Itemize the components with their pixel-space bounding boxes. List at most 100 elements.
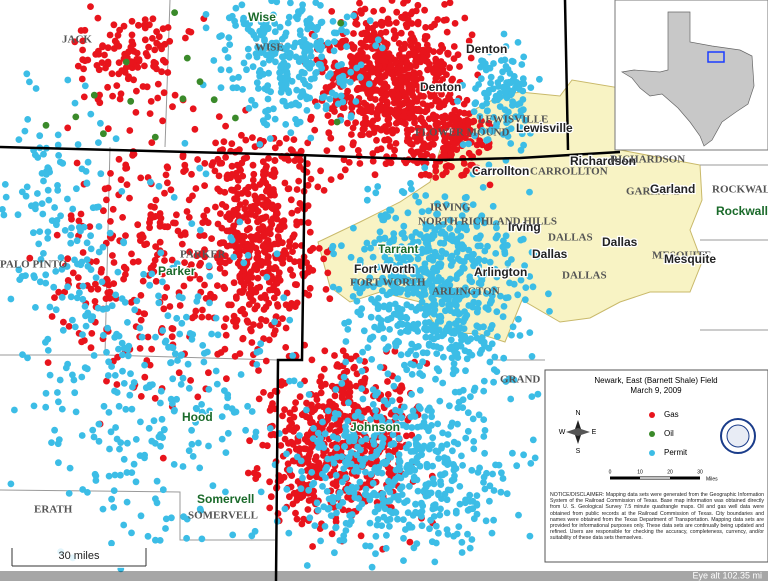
well-dot — [153, 39, 161, 47]
well-dot — [151, 256, 159, 264]
well-dot — [64, 283, 71, 291]
well-dot — [480, 340, 488, 348]
well-dot — [99, 243, 107, 251]
well-dot — [372, 53, 379, 60]
well-dot — [372, 532, 380, 540]
well-dot — [366, 519, 374, 527]
well-dot — [389, 261, 397, 269]
well-dot — [206, 407, 214, 415]
well-dot — [105, 409, 113, 416]
well-dot — [328, 119, 335, 126]
well-dot — [19, 351, 26, 358]
well-dot — [164, 312, 172, 320]
well-dot — [243, 317, 251, 325]
well-dot — [218, 32, 225, 39]
well-dot — [437, 505, 444, 513]
well-dot — [260, 230, 268, 238]
well-dot — [425, 124, 433, 132]
well-dot — [237, 167, 245, 174]
well-dot — [407, 303, 415, 311]
well-dot — [113, 435, 121, 443]
well-dot — [181, 139, 189, 147]
well-dot — [287, 426, 295, 433]
well-dot — [412, 351, 420, 359]
map-label: SOMERVELL — [188, 510, 258, 522]
legend-date: March 9, 2009 — [630, 386, 682, 395]
well-dot — [528, 393, 536, 400]
well-dot — [439, 429, 446, 437]
well-dot — [120, 275, 127, 283]
well-dot — [392, 509, 400, 516]
well-dot — [324, 269, 332, 277]
well-dot — [160, 89, 168, 97]
map-label: Dallas — [532, 247, 568, 261]
well-dot — [261, 171, 269, 179]
well-dot — [307, 52, 315, 60]
well-dot — [137, 174, 145, 182]
well-dot — [248, 206, 255, 214]
well-dot — [444, 431, 452, 438]
well-dot — [0, 211, 8, 219]
well-dot — [517, 112, 525, 119]
well-dot — [236, 272, 244, 280]
well-dot — [202, 24, 210, 32]
well-dot — [254, 471, 262, 479]
well-dot — [376, 280, 383, 288]
well-dot — [380, 73, 387, 81]
well-dot — [367, 244, 374, 252]
well-dot — [351, 363, 358, 371]
well-dot — [305, 391, 313, 398]
well-dot — [185, 384, 193, 392]
well-dot — [260, 389, 267, 396]
well-dot — [302, 445, 310, 453]
well-dot — [432, 162, 439, 170]
well-dot — [265, 336, 273, 344]
well-dot — [104, 58, 112, 66]
well-dot — [362, 485, 370, 493]
well-dot — [391, 280, 399, 287]
well-dot — [113, 330, 120, 338]
well-dot — [461, 315, 468, 323]
well-dot — [197, 507, 205, 514]
well-dot — [404, 0, 411, 4]
well-dot — [192, 307, 200, 315]
well-dot — [311, 405, 319, 413]
well-dot — [289, 248, 296, 256]
well-dot — [439, 379, 447, 387]
well-dot — [266, 135, 274, 143]
well-dot — [257, 488, 265, 496]
well-dot — [500, 237, 507, 245]
well-dot — [117, 176, 125, 184]
well-dot — [392, 19, 400, 26]
well-dot — [170, 194, 178, 201]
well-dot — [441, 137, 448, 145]
well-dot — [431, 558, 439, 566]
well-dot — [206, 272, 214, 280]
well-dot — [57, 212, 64, 220]
well-dot — [455, 222, 463, 230]
well-dot — [2, 193, 10, 201]
well-dot — [418, 522, 426, 530]
well-dot — [470, 438, 478, 445]
well-dot — [395, 99, 403, 107]
well-dot — [120, 239, 128, 247]
well-dot — [249, 236, 256, 244]
well-dot — [167, 395, 175, 403]
well-dot — [256, 48, 263, 56]
well-dot — [390, 230, 398, 238]
well-dot — [16, 276, 24, 283]
well-dot — [490, 366, 498, 373]
well-dot — [404, 286, 411, 293]
well-dot — [257, 340, 265, 348]
legend-box — [544, 369, 768, 563]
well-dot — [53, 221, 60, 229]
well-dot — [69, 316, 76, 324]
well-dot — [422, 24, 429, 31]
well-dot — [308, 481, 316, 489]
well-dot — [89, 313, 97, 321]
well-dot — [34, 190, 41, 197]
well-dot — [62, 364, 70, 372]
well-dot — [258, 258, 266, 265]
well-dot — [517, 124, 524, 132]
well-dot — [431, 306, 439, 314]
